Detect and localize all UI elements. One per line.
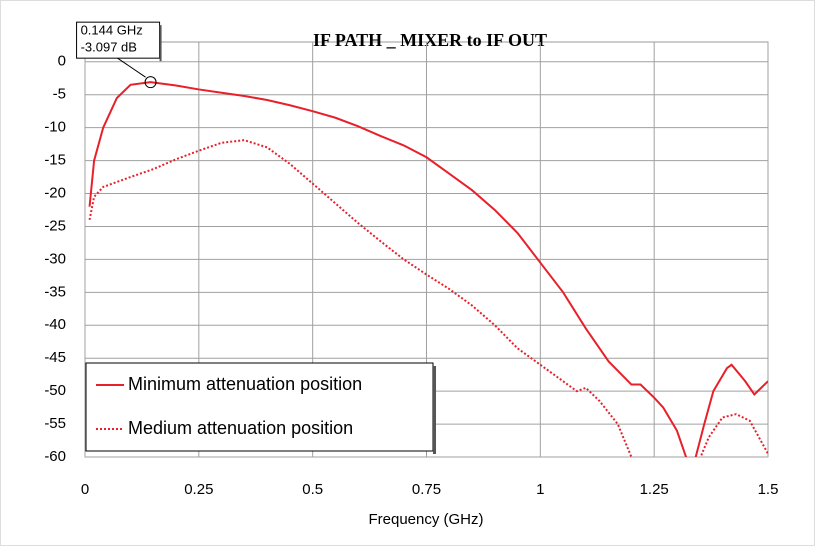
x-tick-label: 0.5 bbox=[302, 481, 323, 498]
y-tick-label: -20 bbox=[44, 184, 66, 201]
y-tick-label: 0 bbox=[58, 53, 66, 70]
plot-lines bbox=[88, 81, 768, 457]
chart-title: IF PATH _ MIXER to IF OUT bbox=[313, 30, 547, 50]
legend-box bbox=[85, 362, 434, 452]
y-tick-label: -25 bbox=[44, 217, 66, 234]
y-tick-label: -15 bbox=[44, 152, 66, 169]
y-tick-label: -45 bbox=[44, 349, 66, 366]
legend-label: Medium attenuation position bbox=[128, 418, 353, 438]
y-tick-label: -55 bbox=[44, 415, 66, 432]
x-tick-label: 1.25 bbox=[640, 481, 669, 498]
marker-shadow bbox=[159, 25, 162, 62]
legend-shadow bbox=[433, 366, 436, 454]
y-tick-label: -30 bbox=[44, 250, 66, 267]
legend-label: Minimum attenuation position bbox=[128, 374, 362, 394]
x-tick-label: 0.75 bbox=[412, 481, 441, 498]
y-tick-label: -60 bbox=[44, 448, 66, 465]
series-line bbox=[88, 139, 768, 457]
y-tick-label: -5 bbox=[53, 86, 66, 103]
x-tick-label: 1.5 bbox=[758, 481, 779, 498]
marker-box bbox=[76, 21, 161, 59]
x-tick-label: 1 bbox=[536, 481, 544, 498]
marker-label: 0.144 GHz bbox=[81, 23, 143, 38]
y-tick-label: -40 bbox=[44, 316, 66, 333]
marker-label: -3.097 dB bbox=[81, 40, 137, 55]
x-tick-label: 0 bbox=[81, 481, 89, 498]
y-tick-label: -35 bbox=[44, 283, 66, 300]
x-tick-label: 0.25 bbox=[184, 481, 213, 498]
y-tick-label: -10 bbox=[44, 119, 66, 136]
marker-point bbox=[144, 76, 157, 89]
series-line bbox=[88, 81, 768, 457]
x-axis-label: Frequency (GHz) bbox=[368, 511, 483, 528]
y-tick-label: -50 bbox=[44, 382, 66, 399]
marker-leader bbox=[117, 57, 146, 78]
